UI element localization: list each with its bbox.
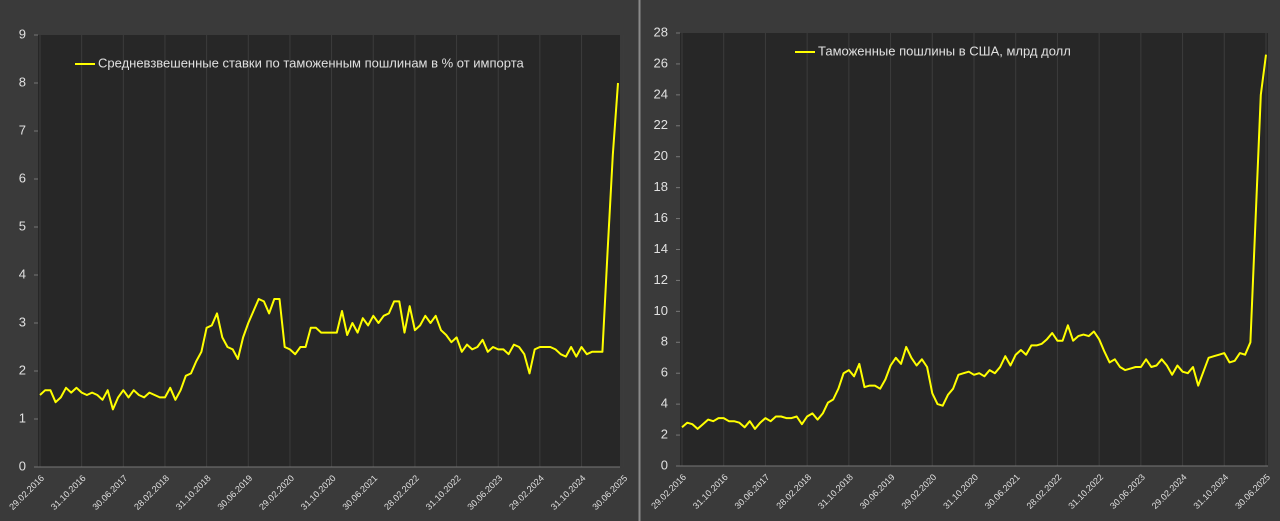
- y-tick-label: 9: [19, 26, 26, 41]
- y-tick-label: 12: [654, 272, 668, 287]
- y-tick-label: 8: [19, 74, 26, 89]
- data-line: [681, 54, 1267, 430]
- y-tick-label: 2: [661, 427, 668, 442]
- plot-area: [38, 35, 620, 467]
- y-tick-label: 26: [654, 55, 668, 70]
- y-tick-label: 14: [654, 241, 668, 256]
- y-tick-label: 8: [661, 334, 668, 349]
- y-tick-label: 7: [19, 122, 26, 137]
- legend-label: Средневзвешенные ставки по таможенным по…: [98, 55, 525, 70]
- y-tick-label: 28: [654, 24, 668, 39]
- data-line: [39, 82, 619, 411]
- y-tick-label: 0: [661, 457, 668, 472]
- y-tick-label: 6: [19, 170, 26, 185]
- y-tick-label: 0: [19, 458, 26, 473]
- y-tick-label: 6: [661, 365, 668, 380]
- y-tick-label: 10: [654, 303, 668, 318]
- y-tick-label: 4: [19, 266, 26, 281]
- legend-label: Таможенные пошлины в США, млрд долл: [818, 43, 1071, 58]
- y-tick-label: 16: [654, 210, 668, 225]
- y-tick-label: 20: [654, 148, 668, 163]
- y-tick-label: 22: [654, 117, 668, 132]
- y-tick-label: 1: [19, 410, 26, 425]
- y-tick-label: 5: [19, 218, 26, 233]
- y-tick-label: 3: [19, 314, 26, 329]
- y-tick-label: 24: [654, 86, 668, 101]
- y-tick-label: 18: [654, 179, 668, 194]
- y-tick-label: 2: [19, 362, 26, 377]
- y-tick-label: 4: [661, 396, 668, 411]
